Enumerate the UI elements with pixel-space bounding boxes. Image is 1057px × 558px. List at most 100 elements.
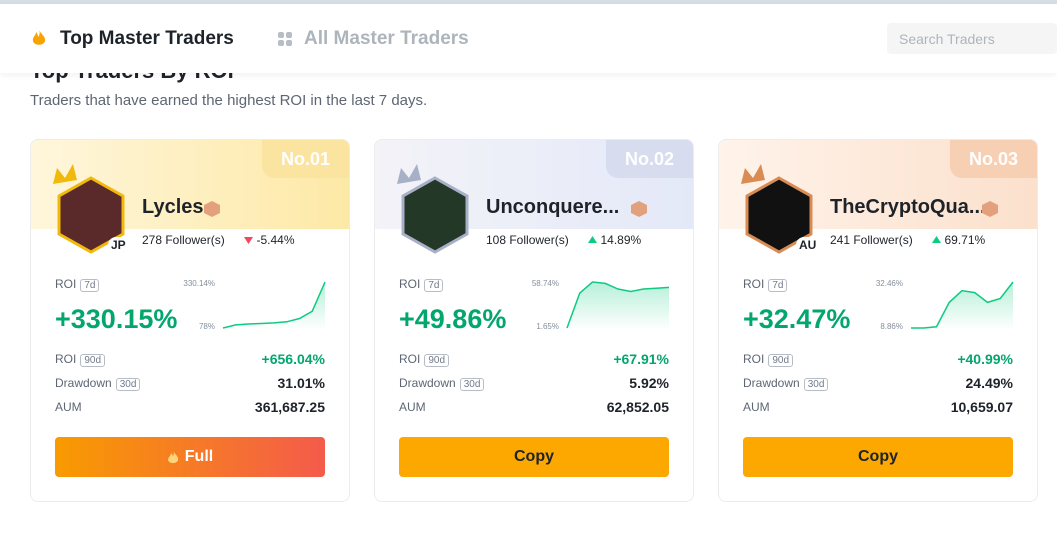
chart-max: 58.74% — [531, 279, 559, 288]
stat-label-text: Drawdown — [399, 376, 456, 390]
stat-value: 62,852.05 — [606, 399, 669, 415]
stat-label: ROI 90d — [55, 352, 106, 367]
trader-name[interactable]: Unconquere... — [486, 196, 620, 218]
search-box[interactable]: Search Traders — [887, 23, 1057, 54]
roi-label: ROI 7d — [55, 277, 100, 292]
trader-name[interactable]: TheCryptoQua... — [830, 196, 986, 218]
follower-change: 69.71% — [944, 233, 986, 247]
follower-change: -5.44% — [256, 233, 295, 247]
period-tag: 30d — [459, 378, 485, 391]
stat-value: 31.01% — [277, 375, 325, 391]
arrow-shape — [587, 236, 597, 243]
top-strip — [0, 0, 1057, 4]
badge-shape — [204, 201, 220, 217]
followers: 278 Follower(s) — [142, 233, 225, 247]
flame-shape — [167, 449, 178, 463]
avatar — [53, 164, 125, 254]
crown — [741, 164, 765, 184]
change-arrow — [587, 236, 597, 243]
tab[interactable]: All Master Traders — [304, 28, 469, 49]
stat-value: 5.92% — [629, 375, 669, 391]
section-subtitle: Traders that have earned the highest ROI… — [30, 92, 428, 109]
period-tag: 7d — [424, 279, 444, 292]
stat-value: 10,659.07 — [950, 399, 1013, 415]
button-label: Full — [184, 448, 214, 465]
arrow-shape — [243, 237, 253, 244]
avatar — [397, 164, 469, 254]
stat-label: ROI 90d — [743, 352, 794, 367]
roi-value: +49.86% — [399, 304, 507, 334]
trader-card: No.01 JP Lycles 278 Follower(s) -5.44% ROI 7d +… — [30, 139, 350, 502]
header: Top Master Traders All Master Traders Se… — [0, 4, 1057, 73]
avatar-hex — [401, 176, 469, 254]
sparkline — [222, 281, 326, 330]
roi-label-text: ROI — [743, 277, 765, 291]
grid-icon — [278, 32, 292, 46]
period-tag: 30d — [803, 378, 829, 391]
action-button[interactable]: Copy — [743, 437, 1013, 477]
button-label: Copy — [858, 448, 898, 465]
stat-label-text: Drawdown — [55, 376, 112, 390]
level-badge — [982, 201, 998, 217]
roi-value: +32.47% — [743, 304, 851, 334]
badge-shape — [631, 201, 647, 217]
roi-label-text: ROI — [55, 277, 77, 291]
stat-label-text: AUM — [399, 400, 426, 414]
followers: 108 Follower(s) — [486, 233, 569, 247]
flame-icon — [32, 29, 46, 45]
roi-value: +330.15% — [55, 304, 178, 334]
period-tag: 90d — [768, 354, 794, 367]
period-tag: 90d — [424, 354, 450, 367]
stat-label-text: Drawdown — [743, 376, 800, 390]
stat-label: AUM — [55, 400, 82, 414]
button-label: Copy — [514, 448, 554, 465]
rank-badge: No.02 — [606, 140, 693, 178]
crown — [397, 164, 421, 184]
period-tag: 90d — [80, 354, 106, 367]
change-arrow — [931, 236, 941, 243]
stat-label-text: AUM — [743, 400, 770, 414]
flame-icon — [167, 449, 178, 463]
arrow-shape — [931, 236, 941, 243]
stat-value: 361,687.25 — [254, 399, 325, 415]
level-badge — [631, 201, 647, 217]
period-tag: 30d — [115, 378, 141, 391]
chart-max: 32.46% — [875, 279, 903, 288]
stat-label: ROI 90d — [399, 352, 450, 367]
level-badge — [204, 201, 220, 217]
roi-label: ROI 7d — [743, 277, 788, 292]
chart-max: 330.14% — [183, 279, 215, 288]
sparkline-area — [223, 282, 325, 330]
trader-name[interactable]: Lycles — [142, 196, 204, 218]
action-button[interactable]: Full — [55, 437, 325, 477]
stat-label: Drawdown 30d — [743, 376, 829, 391]
rank-badge: No.01 — [262, 140, 349, 178]
followers: 241 Follower(s) — [830, 233, 913, 247]
trader-card: No.02 Unconquere... 108 Follower(s) 14.89% R… — [374, 139, 694, 502]
badge-shape — [982, 201, 998, 217]
chart-min: 78% — [198, 322, 215, 331]
sparkline-line — [911, 281, 1014, 329]
stat-label: Drawdown 30d — [399, 376, 485, 391]
stat-label: AUM — [743, 400, 770, 414]
stat-label: AUM — [399, 400, 426, 414]
rank-badge: No.03 — [950, 140, 1037, 178]
sparkline — [566, 281, 670, 330]
action-button[interactable]: Copy — [399, 437, 669, 477]
chart-min: 8.86% — [880, 322, 903, 331]
stat-value: +67.91% — [613, 351, 669, 367]
follower-change: 14.89% — [600, 233, 642, 247]
avatar-hex — [57, 176, 125, 254]
roi-label-text: ROI — [399, 277, 421, 291]
trader-card: No.03 AU TheCryptoQua... 241 Follower(s) 69.… — [718, 139, 1038, 502]
avatar-hex — [745, 176, 813, 254]
sparkline — [911, 281, 1014, 330]
tab[interactable]: Top Master Traders — [60, 28, 234, 49]
sparkline-line — [222, 281, 326, 329]
sparkline-line — [566, 281, 670, 329]
crown — [53, 164, 77, 184]
stat-value: 24.49% — [965, 375, 1013, 391]
period-tag: 7d — [80, 279, 100, 292]
stat-value: +656.04% — [261, 351, 325, 367]
